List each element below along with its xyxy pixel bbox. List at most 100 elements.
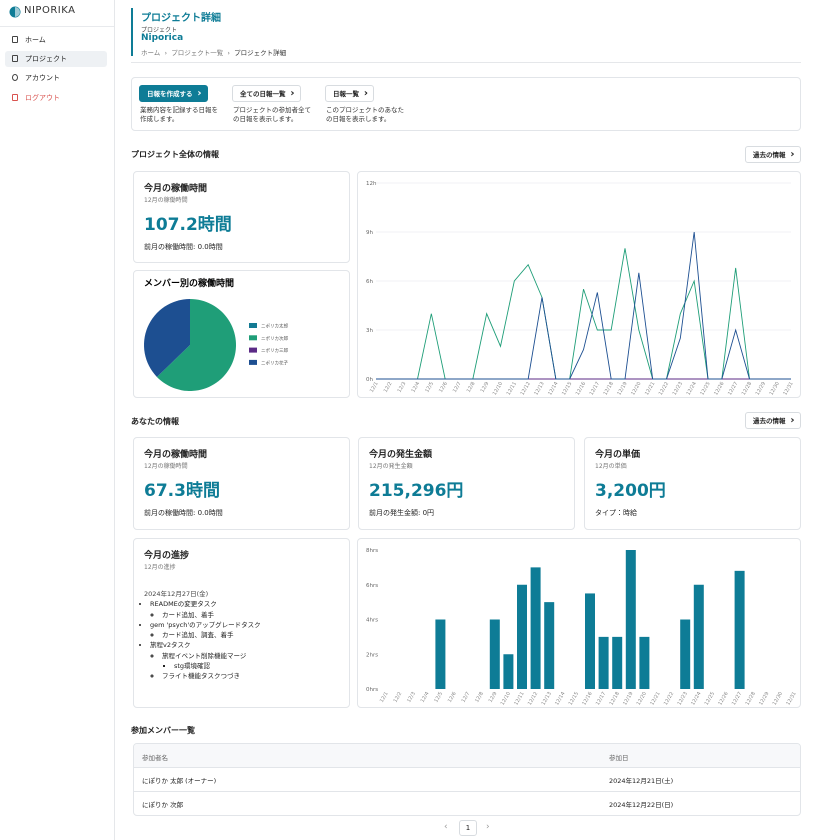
y-tick-label: 0hrs bbox=[366, 687, 378, 693]
x-tick-label: 12/13 bbox=[533, 381, 545, 396]
y-tick-label: 9h bbox=[366, 230, 373, 236]
x-tick-label: 12/29 bbox=[755, 381, 767, 396]
logo-text: NIPORIKA bbox=[24, 5, 76, 16]
all-reports-button[interactable]: 全ての日報一覧 bbox=[232, 85, 301, 102]
breadcrumb-link[interactable]: ホーム bbox=[141, 49, 161, 57]
line-card: 0h 3h 6h 9h 12h 12/1 12/2 12/3 12/4 12/5 12/6 12/7 1… bbox=[357, 171, 801, 398]
x-tick-label: 12/25 bbox=[699, 381, 711, 396]
card-subtitle: 12月の進捗 bbox=[144, 564, 176, 571]
legend-label: ニポリカ花子 bbox=[261, 359, 288, 366]
row-divider bbox=[134, 791, 800, 792]
table-header bbox=[134, 744, 800, 768]
divider bbox=[131, 62, 801, 63]
bar bbox=[503, 654, 514, 689]
stat-card: 今月の稼働時間 12月の稼働時間 107.2時間 前月の稼働時間: 0.0時間 bbox=[133, 171, 350, 263]
bar bbox=[734, 570, 745, 689]
x-tick-label: 12/24 bbox=[685, 381, 697, 396]
card-subtitle: 12月の単価 bbox=[595, 463, 627, 470]
y-tick-label: 0h bbox=[366, 377, 373, 383]
nav-home[interactable]: ホーム bbox=[5, 32, 107, 48]
history-button[interactable]: 過去の情報 bbox=[745, 412, 801, 429]
x-tick-label: 12/7 bbox=[452, 381, 463, 394]
stat-card: 今月の発生金額 12月の発生金額 215,296円 前月の発生金額: 0円 bbox=[358, 437, 575, 530]
x-tick-label: 12/14 bbox=[554, 691, 566, 706]
bar bbox=[639, 636, 650, 689]
nav-account[interactable]: アカウント bbox=[5, 70, 107, 86]
legend-label: ニポリカ三郎 bbox=[261, 347, 288, 354]
create-report-button[interactable]: 日報を作成する bbox=[139, 85, 208, 102]
section-title: 参加メンバー一覧 bbox=[131, 726, 195, 735]
task-text: gem 'psych'のアップグレードタスク bbox=[150, 620, 261, 629]
nav-project[interactable]: プロジェクト bbox=[5, 51, 107, 67]
cell: にぽりか 次郎 bbox=[142, 801, 184, 809]
x-tick-label: 12/1 bbox=[379, 691, 390, 704]
x-tick-label: 12/22 bbox=[658, 381, 670, 396]
project-label: プロジェクト bbox=[141, 27, 178, 34]
prev-page[interactable]: ‹ bbox=[444, 822, 448, 832]
y-tick-label: 6hrs bbox=[366, 583, 378, 589]
y-tick-label: 2hrs bbox=[366, 652, 378, 658]
x-tick-label: 12/2 bbox=[383, 381, 394, 394]
page-number[interactable]: 1 bbox=[459, 820, 477, 836]
card-title: 今月の稼働時間 bbox=[144, 184, 208, 194]
x-tick-label: 12/4 bbox=[410, 381, 421, 394]
section-title: プロジェクト全体の情報 bbox=[131, 150, 219, 159]
x-tick-label: 12/8 bbox=[474, 691, 485, 704]
bar bbox=[544, 602, 555, 689]
y-tick-label: 4hrs bbox=[366, 618, 378, 624]
subtask-text: 旅程イベント削除機能マージ bbox=[162, 651, 247, 660]
legend-swatch bbox=[249, 335, 257, 341]
x-tick-label: 12/26 bbox=[713, 381, 725, 396]
x-tick-label: 12/16 bbox=[581, 691, 593, 706]
nav-logout[interactable]: ログアウト bbox=[5, 90, 107, 106]
bar bbox=[612, 636, 623, 689]
bar bbox=[693, 584, 704, 689]
x-tick-label: 12/12 bbox=[519, 381, 531, 396]
legend-label: ニポリカ太郎 bbox=[261, 323, 288, 330]
y-tick-label: 8hrs bbox=[366, 548, 378, 554]
bar bbox=[517, 584, 527, 689]
card-previous: タイプ：時給 bbox=[595, 509, 637, 517]
x-tick-label: 12/27 bbox=[731, 691, 743, 706]
x-tick-label: 12/19 bbox=[622, 691, 634, 706]
stat-card: 今月の稼働時間 12月の稼働時間 67.3時間 前月の稼働時間: 0.0時間 bbox=[133, 437, 350, 530]
x-tick-label: 12/18 bbox=[609, 691, 621, 706]
history-button[interactable]: 過去の情報 bbox=[745, 146, 801, 163]
x-tick-label: 12/11 bbox=[506, 381, 518, 396]
x-tick-label: 12/21 bbox=[649, 691, 661, 706]
x-tick-label: 12/4 bbox=[420, 691, 431, 704]
x-tick-label: 12/17 bbox=[589, 381, 601, 396]
my-reports-button[interactable]: 日報一覧 bbox=[325, 85, 374, 102]
x-tick-label: 12/26 bbox=[717, 691, 729, 706]
x-tick-label: 12/7 bbox=[461, 691, 472, 704]
bar-chart: 0hrs 2hrs 4hrs 6hrs 8hrs 12/1 12/2 12/3 12/4 12/5… bbox=[366, 548, 798, 706]
cell: 2024年12月22日(日) bbox=[609, 801, 674, 809]
x-tick-label: 12/21 bbox=[644, 381, 656, 396]
bar bbox=[680, 619, 691, 689]
bar-card: 0hrs 2hrs 4hrs 6hrs 8hrs 12/1 12/2 12/3 12/4 12/5… bbox=[357, 538, 801, 708]
y-tick-label: 12h bbox=[366, 181, 377, 187]
line-series bbox=[376, 231, 791, 380]
x-tick-label: 12/15 bbox=[568, 691, 580, 706]
bar bbox=[625, 550, 636, 689]
bar bbox=[435, 619, 446, 689]
section-title: あなたの情報 bbox=[131, 417, 179, 426]
x-tick-label: 12/25 bbox=[704, 691, 716, 706]
logo-icon bbox=[9, 6, 21, 18]
breadcrumb-current: プロジェクト詳細 bbox=[234, 49, 287, 57]
x-tick-label: 12/22 bbox=[663, 691, 675, 706]
x-tick-label: 12/20 bbox=[630, 381, 642, 396]
progress-list: READMEの変更タスク カード追加、着手 gem 'psych'のアップグレー… bbox=[144, 599, 261, 681]
subtask: カード追加、着手 bbox=[162, 610, 261, 620]
header-accent bbox=[131, 8, 133, 56]
next-page[interactable]: › bbox=[486, 822, 490, 832]
members-table: 参加者名 参加日 にぽりか 太郎 (オーナー) 2024年12月21日(土) に… bbox=[133, 743, 801, 816]
x-tick-label: 12/1 bbox=[369, 381, 380, 394]
x-tick-label: 12/19 bbox=[616, 381, 628, 396]
x-tick-label: 12/8 bbox=[466, 381, 477, 394]
pie-slice bbox=[144, 299, 190, 377]
breadcrumb-link[interactable]: プロジェクト一覧 bbox=[171, 49, 224, 57]
x-tick-label: 12/5 bbox=[424, 381, 435, 394]
